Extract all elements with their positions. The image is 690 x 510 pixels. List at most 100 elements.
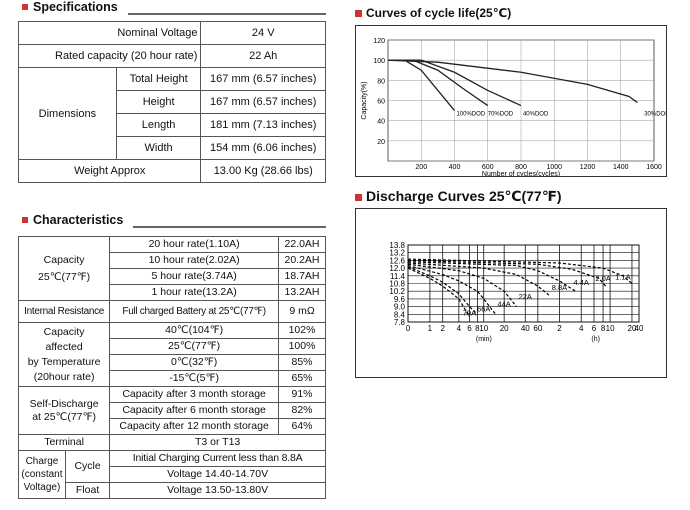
specifications-table: Nominal Voltage 24 V Rated capacity (20 …	[17, 21, 326, 183]
height-value: 167 mm (6.57 inches)	[200, 90, 326, 114]
float-label: Float	[64, 482, 111, 499]
x-tick-label: 1600	[646, 164, 662, 171]
temp-row-value: 65%	[278, 370, 326, 387]
characteristics-header: Characteristics	[18, 213, 326, 228]
x-tick-label: 8	[475, 324, 480, 333]
y-tick-label: 13.2	[389, 249, 405, 258]
temp-row-temp: 25℃(77℉)	[109, 338, 279, 355]
curve-label: 4.4A	[574, 278, 589, 287]
nominal-voltage-value: 24 V	[200, 21, 326, 45]
y-tick-label: 20	[377, 139, 385, 146]
x-tick-label: 1000	[546, 164, 562, 171]
terminal-value: T3 or T13	[109, 434, 326, 451]
discharge-chart-title: Discharge Curves 25℃(77℉)	[366, 188, 562, 204]
y-tick-label: 60	[377, 99, 385, 106]
y-tick-label: 12.0	[389, 264, 405, 273]
y-tick-label: 80	[377, 78, 385, 85]
x-tick-label: 8	[601, 324, 606, 333]
y-tick-label: 9.6	[394, 295, 406, 304]
series-line	[407, 258, 633, 284]
series-line	[407, 259, 608, 288]
self-discharge-value: 82%	[278, 402, 326, 419]
capacity-rate: 10 hour rate(2.02A)	[109, 252, 279, 269]
capacity-rate: 1 hour rate(13.2A)	[109, 284, 279, 301]
curve-label: 8.8A	[552, 283, 567, 292]
temp-label: Capacity	[43, 325, 85, 338]
cycle-life-chart: 120 100 80 60 40 20 200 400 600 800 1000 1200 1400 16…	[361, 38, 670, 178]
x-tick-label: 20	[628, 324, 637, 333]
x-tick-label: 20	[500, 324, 509, 333]
temp-row-temp: -15℃(5℉)	[109, 370, 279, 387]
dod-label: 30%DOD	[644, 112, 666, 118]
x-tick-label: 1	[428, 324, 433, 333]
cycle-label: Cycle	[64, 450, 111, 483]
dod-label: 70%DOD	[488, 112, 514, 118]
x-tick-label: 6	[467, 324, 472, 333]
temp-row-temp: 40℃(104℉)	[109, 322, 279, 339]
series-line	[387, 59, 638, 104]
x-tick-label: 10	[479, 324, 488, 333]
x-tick-label: 60	[533, 324, 542, 333]
charge-label: Charge	[25, 456, 59, 467]
width-label: Width	[115, 136, 202, 160]
temp-label: affected	[45, 340, 83, 353]
discharge-chart: 13.813.212.612.011.410.810.29.69.08.47.8…	[389, 241, 644, 343]
temp-row-temp: 0℃(32℉)	[109, 354, 279, 371]
series-line	[407, 264, 497, 315]
self-discharge-value: 91%	[278, 386, 326, 403]
characteristics-table: Capacity 25℃(77℉) 20 hour rate(1.10A) 22…	[17, 236, 326, 499]
width-value: 154 mm (6.06 inches)	[200, 136, 326, 160]
cycle-current: Initial Charging Current less than 8.8A	[109, 450, 326, 467]
bullet-icon	[355, 10, 362, 17]
capacity-value: 20.2AH	[278, 252, 326, 269]
series-line	[407, 266, 478, 315]
x-tick-label: 40	[521, 324, 530, 333]
capacity-value: 22.0AH	[278, 236, 326, 253]
terminal-label: Terminal	[17, 434, 111, 451]
min-label: (min)	[476, 336, 492, 343]
weight-value: 13.00 Kg (28.66 lbs)	[200, 159, 326, 183]
y-tick-label: 100	[373, 58, 385, 65]
cycle-chart-panel: 120 100 80 60 40 20 200 400 600 800 1000 1200 1400 16…	[355, 25, 670, 178]
total-height-value: 167 mm (6.57 inches)	[200, 67, 326, 91]
specifications-title: Specifications	[33, 0, 118, 14]
self-discharge-label-cell: Self-Discharge at 25℃(77℉)	[17, 386, 111, 435]
curve-label: 66A	[477, 305, 490, 314]
series-line	[407, 267, 470, 318]
capacity-label: Capacity	[43, 253, 85, 266]
bullet-icon	[22, 4, 28, 10]
self-discharge-value: 64%	[278, 418, 326, 435]
self-discharge-period: Capacity after 6 month storage	[109, 402, 279, 419]
series-line	[407, 261, 576, 292]
x-tick-label: 400	[449, 164, 461, 171]
self-discharge-label: Self-Discharge	[29, 397, 99, 410]
curve-label: 44A	[497, 300, 510, 309]
curve-label: 79A	[463, 309, 476, 318]
float-voltage: Voltage 13.50-13.80V	[109, 482, 326, 499]
y-tick-label: 7.8	[394, 318, 406, 327]
x-tick-label: 6	[592, 324, 597, 333]
cycle-chart-title: Curves of cycle life(25℃)	[366, 6, 512, 20]
internal-resistance-label: Internal Resistance	[17, 300, 111, 323]
specifications-header: Specifications	[18, 0, 326, 15]
capacity-temp: 25℃(77℉)	[38, 270, 91, 283]
rated-capacity-label: Rated capacity (20 hour rate)	[17, 44, 202, 68]
length-value: 181 mm (7.13 inches)	[200, 113, 326, 137]
y-tick-label: 10.2	[389, 287, 405, 296]
self-discharge-period: Capacity after 12 month storage	[109, 418, 279, 435]
characteristics-title: Characteristics	[33, 213, 124, 227]
internal-resistance-condition: Full charged Battery at 25℃(77℉)	[109, 300, 279, 323]
temp-label-cell: Capacity affected by Temperature (20hour…	[17, 322, 111, 387]
x-tick-label: 2	[557, 324, 562, 333]
temp-row-value: 100%	[278, 338, 326, 355]
y-tick-label: 13.8	[389, 241, 405, 250]
capacity-label-cell: Capacity 25℃(77℉)	[17, 236, 111, 301]
y-tick-label: 40	[377, 119, 385, 126]
capacity-value: 13.2AH	[278, 284, 326, 301]
rated-capacity-value: 22 Ah	[200, 44, 326, 68]
curve-label: 2.0A	[595, 274, 610, 283]
internal-resistance-value: 9 mΩ	[278, 300, 326, 323]
self-discharge-label: at 25℃(77℉)	[32, 410, 97, 423]
dod-label: 40%DOD	[523, 112, 549, 118]
capacity-value: 18.7AH	[278, 268, 326, 285]
